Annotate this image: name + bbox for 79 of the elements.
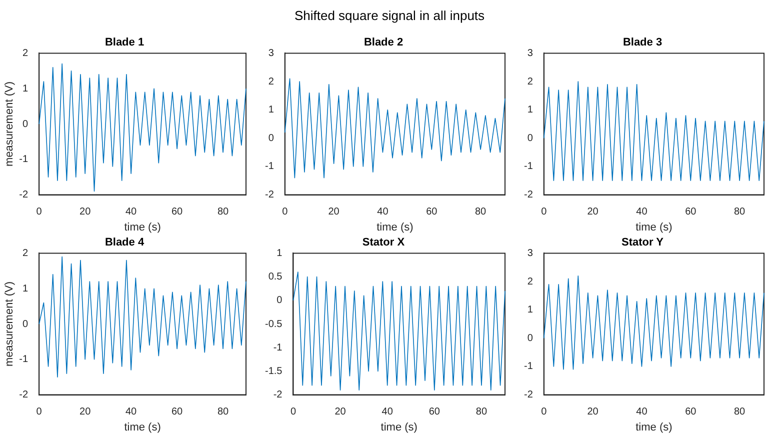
x-tick-label: 60	[426, 206, 438, 218]
x-tick-label: 20	[334, 406, 346, 418]
x-axis-title: time (s)	[376, 221, 414, 234]
x-tick-label: 60	[685, 406, 697, 418]
x-tick-label: 0	[541, 406, 548, 418]
x-tick-label: 80	[474, 206, 487, 218]
y-tick-label: -2	[19, 390, 29, 401]
x-tick-label: 40	[377, 206, 389, 218]
x-tick-label: 0	[541, 206, 548, 218]
x-tick-label: 0	[290, 406, 296, 418]
y-tick-label: 1	[22, 83, 29, 94]
y-tick-label: -2	[264, 190, 274, 201]
y-tick-label: -1	[524, 361, 534, 372]
y-tick-label: 1	[22, 283, 29, 294]
y-tick-label: 2	[22, 48, 29, 59]
x-tick-label: 80	[734, 206, 746, 218]
x-tick-label: 20	[587, 206, 599, 218]
x-tick-label: 20	[80, 406, 92, 418]
x-tick-label: 80	[734, 406, 746, 418]
y-tick-label: -1	[19, 354, 29, 366]
y-tick-label: 2	[527, 276, 534, 288]
y-tick-label: 0	[527, 132, 534, 144]
y-tick-label: -1	[264, 161, 274, 172]
x-tick-label: 0	[36, 206, 42, 218]
y-axis-title: measurement (V)	[4, 82, 16, 166]
x-tick-label: 60	[685, 206, 697, 218]
y-tick-label: 2	[527, 76, 534, 88]
chart-title: Blade 2	[364, 36, 404, 49]
y-tick-label: -2	[524, 390, 534, 401]
x-axis-title: time (s)	[124, 421, 161, 434]
x-tick-label: 60	[428, 406, 440, 418]
x-tick-label: 80	[476, 406, 488, 418]
chart-title: Stator X	[362, 236, 406, 249]
y-tick-label: 0	[22, 118, 29, 130]
y-tick-label: 1	[527, 104, 534, 116]
x-tick-label: 40	[636, 206, 648, 218]
x-axis-title: time (s)	[124, 221, 161, 234]
y-tick-label: 0.5	[268, 272, 283, 283]
y-tick-label: -1	[273, 342, 283, 354]
y-axis-title: measurement (V)	[4, 282, 16, 366]
y-tick-label: 0	[276, 295, 283, 306]
x-tick-label: 40	[125, 206, 138, 218]
y-tick-label: -2	[273, 390, 283, 401]
chart-title: Blade 4	[104, 236, 145, 249]
y-tick-label: 1	[527, 304, 534, 316]
y-tick-label: -1.5	[264, 366, 283, 377]
x-tick-label: 60	[171, 206, 184, 218]
chart-title: Blade 3	[622, 36, 662, 49]
x-tick-label: 60	[171, 406, 184, 418]
y-tick-label: 2	[22, 248, 29, 259]
x-tick-label: 0	[36, 406, 42, 418]
y-tick-label: -2	[524, 190, 534, 201]
y-tick-label: 1	[268, 104, 274, 116]
chart-title: Stator Y	[622, 236, 664, 249]
x-axis-title: time (s)	[380, 421, 418, 434]
x-tick-label: 20	[328, 206, 340, 218]
y-tick-label: 2	[268, 76, 274, 88]
x-axis-title: time (s)	[636, 221, 672, 234]
y-tick-label: 0	[527, 332, 534, 344]
x-tick-label: 40	[125, 406, 138, 418]
y-tick-label: 0	[22, 318, 29, 330]
text: Shifted square signal in all inputs	[293, 8, 486, 23]
y-tick-label: -1	[19, 154, 29, 166]
x-tick-label: 40	[382, 406, 394, 418]
y-tick-label: -2	[19, 190, 29, 201]
x-tick-label: 20	[80, 206, 92, 218]
chart-title: Blade 1	[104, 36, 144, 49]
y-tick-label: 0	[268, 132, 274, 144]
x-tick-label: 80	[217, 206, 230, 218]
y-tick-label: -1	[524, 161, 534, 172]
x-tick-label: 20	[587, 406, 599, 418]
x-tick-label: 80	[217, 406, 230, 418]
y-tick-label: -0.5	[264, 318, 283, 330]
y-tick-label: 1	[276, 248, 283, 259]
y-tick-label: 3	[527, 48, 534, 59]
y-tick-label: 3	[268, 48, 274, 59]
x-tick-label: 40	[636, 406, 648, 418]
x-axis-title: time (s)	[636, 421, 672, 434]
y-tick-label: 3	[527, 248, 534, 259]
